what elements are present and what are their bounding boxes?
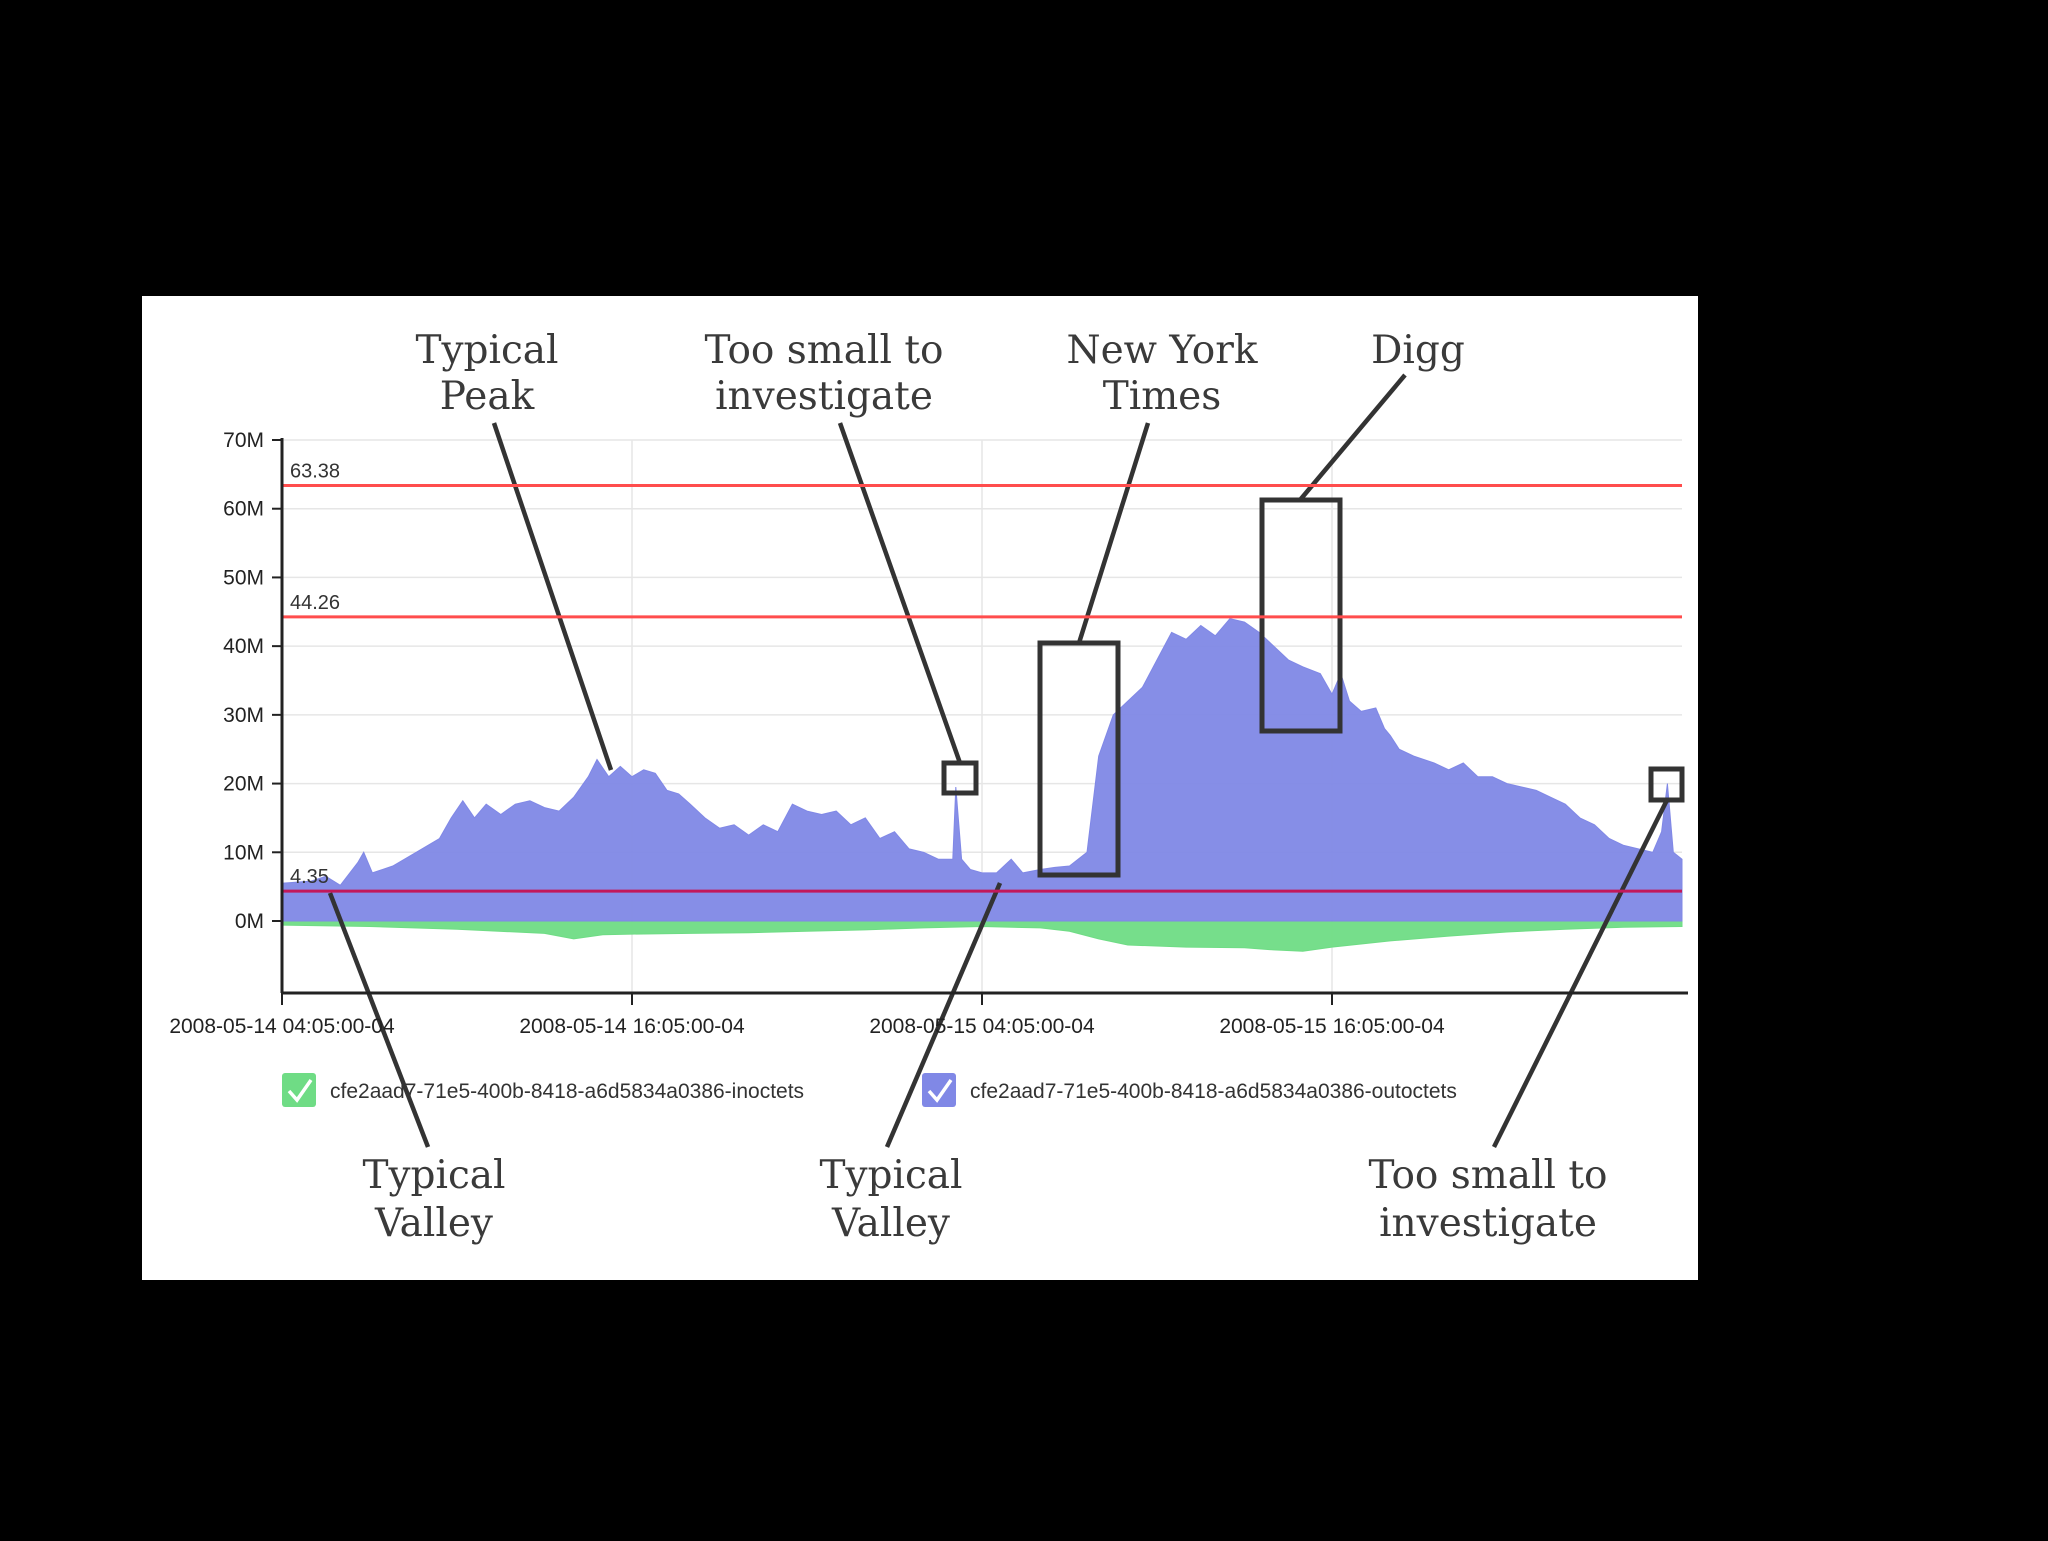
series-area-inoctets [281,920,1683,952]
annotation-too-small-bottom: investigate [1379,1201,1597,1246]
series-layer [281,618,1683,952]
y-tick-label: 60M [223,498,264,521]
series-area-outoctets [281,618,1683,922]
legend-swatch [282,1073,316,1107]
annotation-typical-valley-mid: Valley [831,1201,950,1246]
annotation-too-small-top: Too small to [704,328,943,373]
checkmark-icon [927,1078,953,1103]
y-tick-label: 50M [223,566,264,589]
legend-swatch [922,1073,956,1107]
callout-line [491,422,614,771]
annotation-nyt: Times [1103,374,1222,419]
annotation-digg: Digg [1371,328,1465,373]
annotation-typical-peak: Peak [440,374,535,419]
x-tick-label: 2008-05-15 04:05:00-04 [869,1015,1095,1038]
callout-line [837,422,963,764]
x-tick-label: 2008-05-15 16:05:00-04 [1219,1015,1445,1038]
annotation-too-small-top: investigate [715,374,933,419]
legend: cfe2aad7-71e5-400b-8418-a6d5834a0386-ino… [282,1073,1457,1107]
y-tick-label: 40M [223,635,264,658]
x-tick-label: 2008-05-14 04:05:00-04 [169,1015,395,1038]
y-tick-label: 70M [223,429,264,452]
callout-line [1491,798,1670,1149]
annotation-typical-valley-left: Typical [362,1153,505,1198]
axes: 70M 60M 50M 40M 30M 20M 10M 0M 2008-05-14 04:05:… [169,429,1688,1038]
reference-line-label: 44.26 [290,592,340,614]
y-tick-label: 0M [235,910,264,933]
reference-line-label: 4.35 [290,866,329,888]
y-tick-label: 30M [223,704,264,727]
annotation-too-small-bottom: Too small to [1368,1153,1607,1198]
annotation-typical-valley-left: Valley [374,1201,493,1246]
callout-line [327,892,431,1148]
reference-line-label: 63.38 [290,460,340,482]
checkmark-icon [287,1078,313,1103]
y-tick-label: 10M [223,841,264,864]
reference-lines: 63.38 44.26 4.35 [282,460,1682,893]
annotation-typical-peak: Typical [415,328,558,373]
annotation-typical-valley-mid: Typical [819,1153,962,1198]
annotation-nyt: New York [1066,328,1257,373]
x-tick-label: 2008-05-14 16:05:00-04 [519,1015,745,1038]
legend-label: cfe2aad7-71e5-400b-8418-a6d5834a0386-ino… [330,1080,804,1103]
callout-line [1076,422,1151,644]
callout-line [1298,373,1407,502]
y-tick-label: 20M [223,773,264,796]
legend-label: cfe2aad7-71e5-400b-8418-a6d5834a0386-out… [970,1080,1457,1103]
callout-line [884,882,1003,1148]
